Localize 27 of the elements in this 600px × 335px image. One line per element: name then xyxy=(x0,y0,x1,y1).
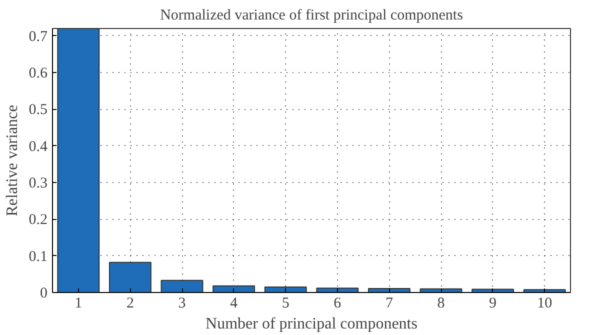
x-tick-label: 2 xyxy=(126,296,134,312)
x-tick-label: 9 xyxy=(489,296,497,312)
x-tick-label: 5 xyxy=(282,296,290,312)
y-tick-label: 0.4 xyxy=(28,138,48,155)
x-axis-title: Number of principal components xyxy=(206,316,418,332)
x-tick-label: 6 xyxy=(334,296,342,312)
x-tick-label: 1 xyxy=(74,296,82,312)
bar xyxy=(212,285,256,292)
bar xyxy=(160,280,204,292)
bar xyxy=(472,288,514,292)
y-tick-label: 0.5 xyxy=(28,102,48,118)
y-tick-label: 0.2 xyxy=(28,212,48,228)
x-tick-label: 7 xyxy=(385,296,394,312)
x-tick-label: 8 xyxy=(437,296,445,312)
chart-title: Normalized variance of first principal components xyxy=(160,8,464,24)
bar xyxy=(316,288,359,292)
x-tick-label: 3 xyxy=(178,296,186,312)
y-tick-label: 0.3 xyxy=(28,176,48,192)
y-tick-label: 0.7 xyxy=(28,28,48,45)
x-tick-label: 4 xyxy=(230,296,238,312)
x-tick-label: 10 xyxy=(537,296,552,312)
y-tick-label: 0 xyxy=(40,286,48,302)
y-tick-label: 0.1 xyxy=(28,248,48,265)
bar xyxy=(108,262,152,292)
y-axis-title: Relative variance xyxy=(4,104,21,216)
y-tick-label: 0.6 xyxy=(28,66,48,82)
bar xyxy=(264,286,307,292)
